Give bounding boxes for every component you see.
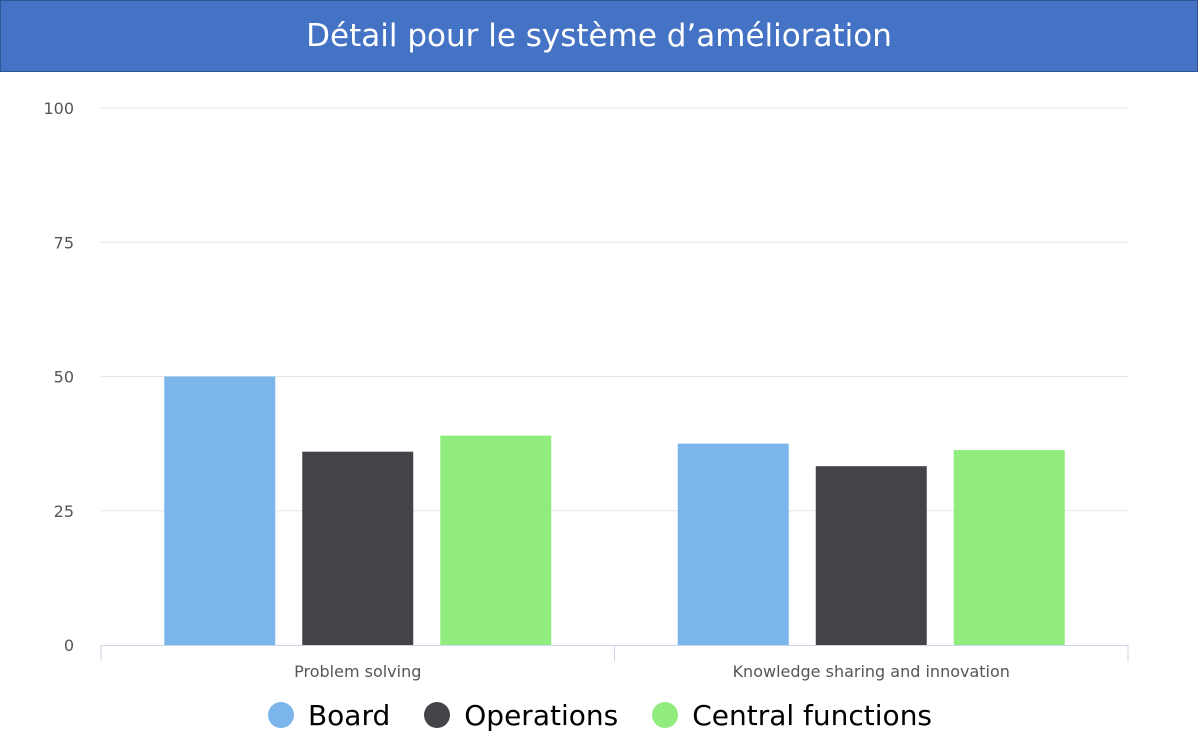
bar-board[interactable] (677, 443, 789, 645)
y-tick-label: 100 (43, 99, 74, 118)
title-banner: Détail pour le système d’amélioration (0, 0, 1198, 72)
bar-central-functions[interactable] (440, 435, 552, 645)
x-category-label: Knowledge sharing and innovation (733, 662, 1010, 681)
chart-legend: Board Operations Central functions (0, 692, 1200, 738)
y-tick-label: 75 (54, 233, 74, 252)
bar-central-functions[interactable] (953, 450, 1065, 645)
y-tick-label: 25 (54, 502, 74, 521)
legend-label: Operations (464, 698, 619, 732)
legend-dot-icon (267, 702, 294, 728)
bar-operations[interactable] (302, 451, 414, 645)
legend-dot-icon (652, 702, 679, 728)
bar-operations[interactable] (815, 466, 927, 645)
x-category-label: Problem solving (294, 662, 421, 681)
y-tick-label: 50 (54, 368, 74, 387)
bar-chart: 0 25 50 75 100 Problem solving Knowledge shari… (43, 99, 1129, 681)
page-title: Détail pour le système d’amélioration (306, 18, 892, 54)
legend-item[interactable]: Operations (424, 699, 618, 732)
legend-item[interactable]: Board (267, 698, 391, 732)
legend-label: Central functions (692, 698, 933, 732)
legend-label: Board (307, 698, 391, 732)
legend-dot-icon (424, 702, 451, 728)
y-tick-label: 0 (64, 636, 74, 655)
legend-item[interactable]: Central functions (652, 699, 932, 732)
bar-board[interactable] (164, 376, 276, 646)
